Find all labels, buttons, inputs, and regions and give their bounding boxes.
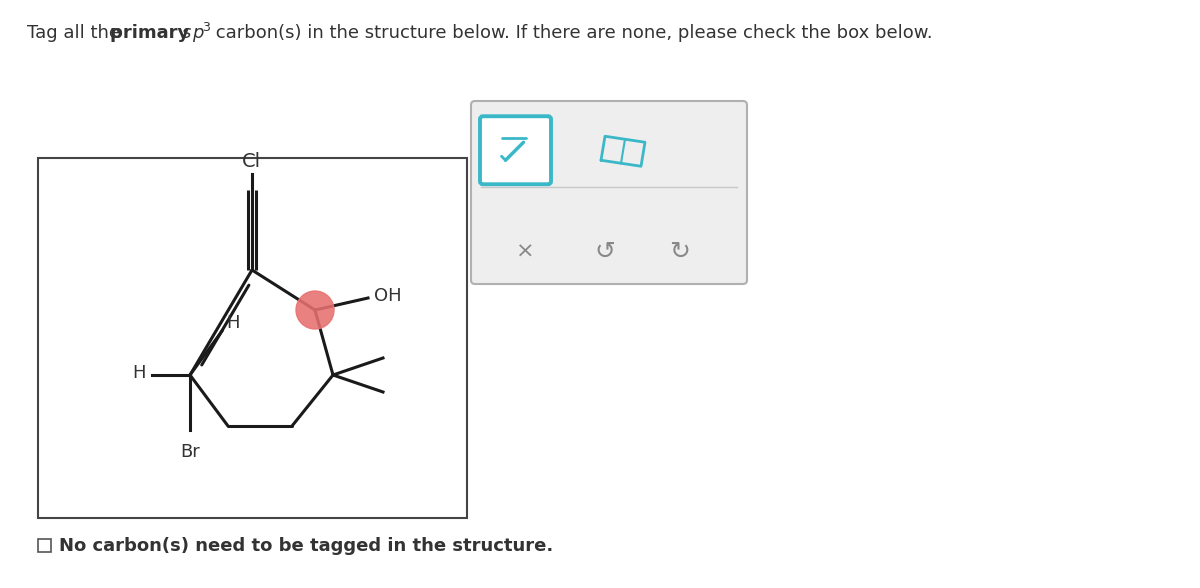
Text: 3: 3 [202, 21, 210, 34]
Text: primary: primary [110, 24, 196, 42]
Text: ×: × [516, 242, 534, 262]
Text: ↻: ↻ [670, 240, 690, 264]
Bar [38, 158, 467, 518]
FancyBboxPatch shape [480, 116, 551, 184]
Bar [38, 539, 50, 552]
Text: OH: OH [374, 287, 402, 305]
Text: Br: Br [180, 443, 200, 461]
Text: Cl: Cl [241, 152, 260, 171]
Text: Tag all the: Tag all the [28, 24, 126, 42]
Text: ↺: ↺ [594, 240, 616, 264]
Text: carbon(s) in the structure below. If there are none, please check the box below.: carbon(s) in the structure below. If the… [210, 24, 932, 42]
FancyBboxPatch shape [470, 101, 746, 284]
Text: s: s [182, 24, 191, 42]
Circle shape [296, 291, 334, 329]
Text: H: H [132, 364, 146, 382]
Text: No carbon(s) need to be tagged in the structure.: No carbon(s) need to be tagged in the st… [59, 537, 553, 555]
Text: p: p [192, 24, 203, 42]
Text: H: H [226, 314, 240, 332]
